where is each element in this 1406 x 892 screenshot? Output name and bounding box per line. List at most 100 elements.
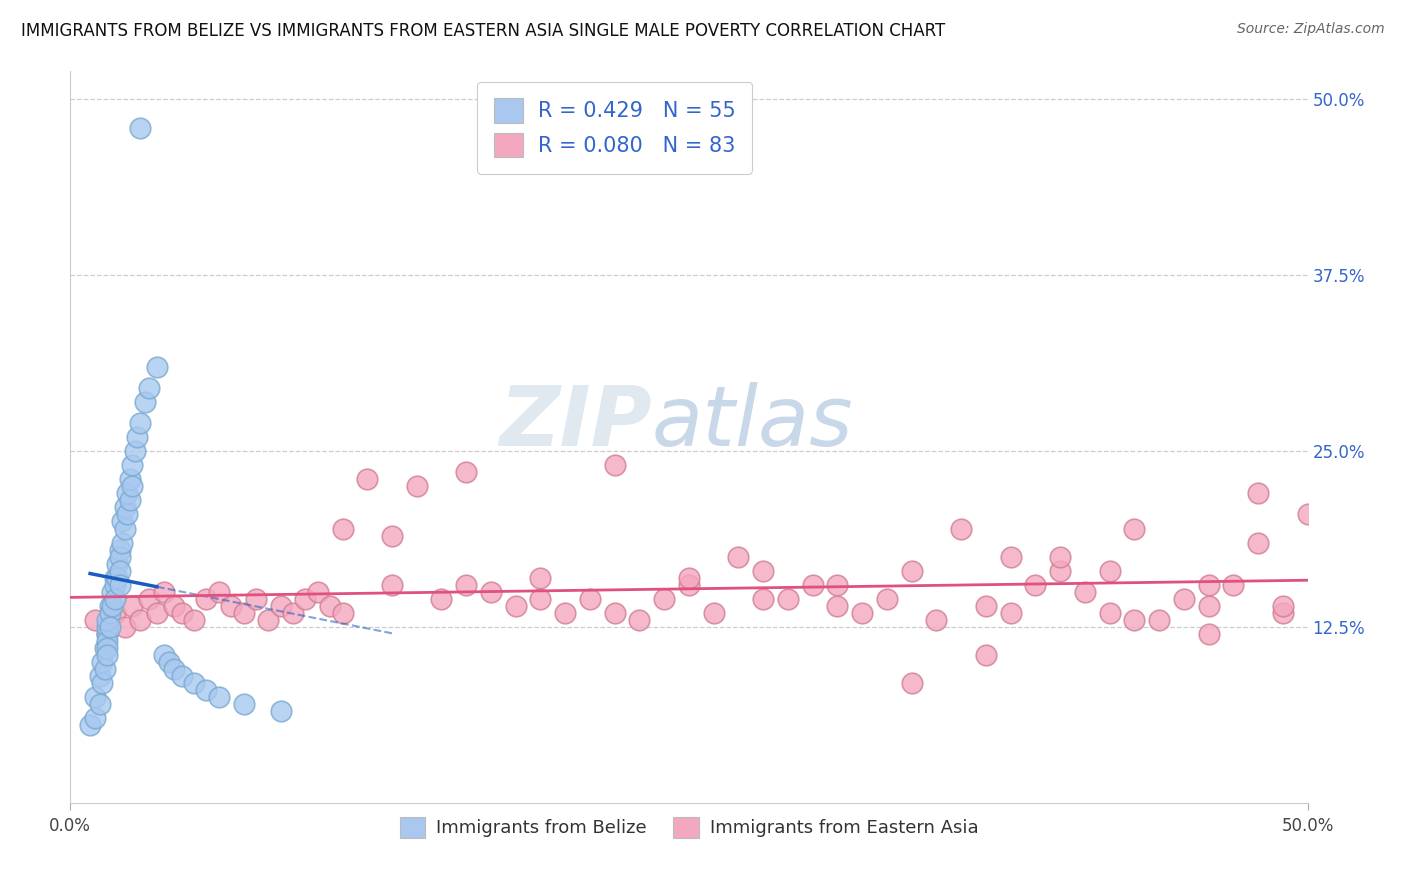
Point: [974, 599, 997, 613]
Point: [554, 606, 576, 620]
Point: [96, 648, 118, 662]
Point: [876, 591, 898, 606]
Text: atlas: atlas: [652, 382, 853, 463]
Point: [381, 578, 404, 592]
Point: [776, 591, 799, 606]
Point: [1271, 599, 1294, 613]
Point: [851, 606, 873, 620]
Point: [479, 584, 502, 599]
Point: [108, 578, 131, 592]
Point: [208, 690, 231, 705]
Point: [84, 690, 107, 705]
Point: [91, 676, 114, 690]
Point: [118, 493, 141, 508]
Point: [163, 662, 186, 676]
Point: [456, 578, 478, 592]
Point: [96, 613, 118, 627]
Point: [121, 599, 143, 613]
Point: [128, 416, 150, 430]
Point: [121, 458, 143, 473]
Point: [1049, 564, 1071, 578]
Point: [96, 627, 118, 641]
Point: [900, 564, 922, 578]
Point: [270, 599, 292, 613]
Point: [111, 535, 134, 549]
Point: [96, 641, 118, 656]
Point: [108, 542, 131, 557]
Point: [98, 606, 121, 620]
Point: [104, 591, 127, 606]
Point: [114, 620, 136, 634]
Point: [232, 606, 254, 620]
Point: [1074, 584, 1097, 599]
Point: [115, 486, 138, 500]
Point: [127, 430, 149, 444]
Point: [89, 669, 111, 683]
Point: [121, 479, 143, 493]
Point: [281, 606, 304, 620]
Point: [801, 578, 824, 592]
Point: [124, 444, 146, 458]
Point: [153, 584, 176, 599]
Point: [652, 591, 675, 606]
Point: [529, 571, 551, 585]
Point: [79, 718, 101, 732]
Point: [114, 500, 136, 515]
Point: [270, 705, 292, 719]
Point: [219, 599, 242, 613]
Point: [89, 698, 111, 712]
Point: [1271, 606, 1294, 620]
Point: [138, 591, 160, 606]
Point: [128, 613, 150, 627]
Legend: Immigrants from Belize, Immigrants from Eastern Asia: Immigrants from Belize, Immigrants from …: [392, 810, 986, 845]
Point: [1222, 578, 1244, 592]
Point: [332, 606, 354, 620]
Point: [96, 620, 118, 634]
Point: [118, 472, 141, 486]
Point: [146, 606, 169, 620]
Point: [1198, 599, 1220, 613]
Point: [134, 395, 156, 409]
Point: [752, 591, 775, 606]
Point: [183, 676, 205, 690]
Point: [153, 648, 176, 662]
Point: [678, 571, 700, 585]
Point: [381, 528, 404, 542]
Point: [108, 564, 131, 578]
Point: [91, 655, 114, 669]
Point: [1198, 627, 1220, 641]
Point: [96, 634, 118, 648]
Point: [332, 521, 354, 535]
Point: [1123, 613, 1146, 627]
Point: [925, 613, 948, 627]
Point: [114, 521, 136, 535]
Point: [678, 578, 700, 592]
Point: [307, 584, 329, 599]
Point: [146, 359, 169, 374]
Point: [405, 479, 427, 493]
Point: [1247, 535, 1270, 549]
Point: [108, 549, 131, 564]
Point: [1000, 549, 1022, 564]
Point: [356, 472, 378, 486]
Point: [105, 571, 128, 585]
Point: [115, 508, 138, 522]
Point: [245, 591, 267, 606]
Point: [104, 578, 127, 592]
Point: [170, 669, 193, 683]
Point: [703, 606, 725, 620]
Point: [195, 683, 218, 698]
Point: [111, 515, 134, 529]
Point: [94, 641, 117, 656]
Point: [94, 662, 117, 676]
Point: [104, 571, 127, 585]
Text: ZIP: ZIP: [499, 382, 652, 463]
Point: [170, 606, 193, 620]
Point: [84, 613, 107, 627]
Point: [294, 591, 316, 606]
Point: [1147, 613, 1170, 627]
Point: [163, 599, 186, 613]
Point: [900, 676, 922, 690]
Point: [257, 613, 280, 627]
Point: [974, 648, 997, 662]
